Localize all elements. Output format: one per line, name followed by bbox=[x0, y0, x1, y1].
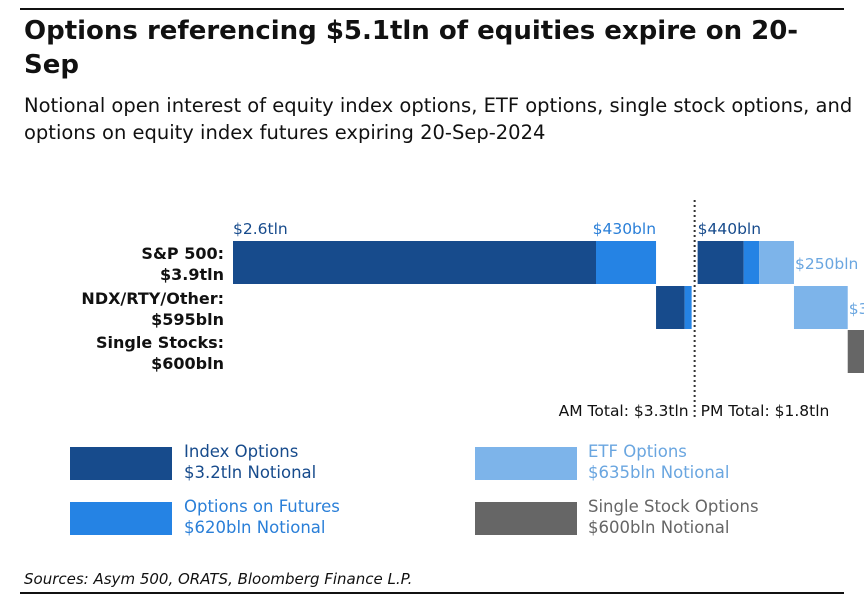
legend-swatch bbox=[475, 447, 577, 480]
category-label: Single Stocks: $600bln bbox=[96, 333, 224, 373]
am-total-label: AM Total: $3.3tln bbox=[559, 402, 689, 420]
top-rule bbox=[20, 8, 844, 10]
bar-index-options bbox=[697, 241, 744, 284]
data-label: $250bln bbox=[795, 255, 858, 273]
legend-entry: ETF Options $635bln Notional bbox=[588, 442, 730, 482]
legend-entry: Single Stock Options $600bln Notional bbox=[588, 497, 759, 537]
pm-total-label: PM Total: $1.8tln bbox=[701, 402, 830, 420]
bar-options-on-futures bbox=[743, 241, 760, 284]
data-label: $440bln bbox=[698, 220, 761, 238]
bar-index-options bbox=[656, 286, 685, 329]
data-label: $2.6tln bbox=[233, 220, 288, 238]
chart-subtitle: Notional open interest of equity index o… bbox=[24, 94, 853, 144]
legend-swatch bbox=[70, 502, 172, 535]
legend-swatch bbox=[70, 447, 172, 480]
bar-single-stock-options bbox=[847, 330, 864, 373]
bar-etf-options bbox=[759, 241, 794, 284]
bottom-rule bbox=[20, 592, 844, 594]
legend-entry: Index Options $3.2tln Notional bbox=[184, 442, 316, 482]
category-label: S&P 500: $3.9tln bbox=[141, 244, 224, 284]
bar-options-on-futures bbox=[596, 241, 657, 284]
chart-title: Options referencing $5.1tln of equities … bbox=[24, 16, 799, 80]
source-note: Sources: Asym 500, ORATS, Bloomberg Fina… bbox=[24, 570, 413, 588]
data-label: $385bln bbox=[849, 300, 864, 318]
bar-index-options bbox=[233, 241, 596, 284]
bar-options-on-futures bbox=[684, 286, 692, 329]
category-label: NDX/RTY/Other: $595bln bbox=[81, 289, 224, 329]
data-label: $430bln bbox=[593, 220, 656, 238]
legend-entry: Options on Futures $620bln Notional bbox=[184, 497, 340, 537]
legend-swatch bbox=[475, 502, 577, 535]
bar-etf-options bbox=[793, 286, 848, 329]
